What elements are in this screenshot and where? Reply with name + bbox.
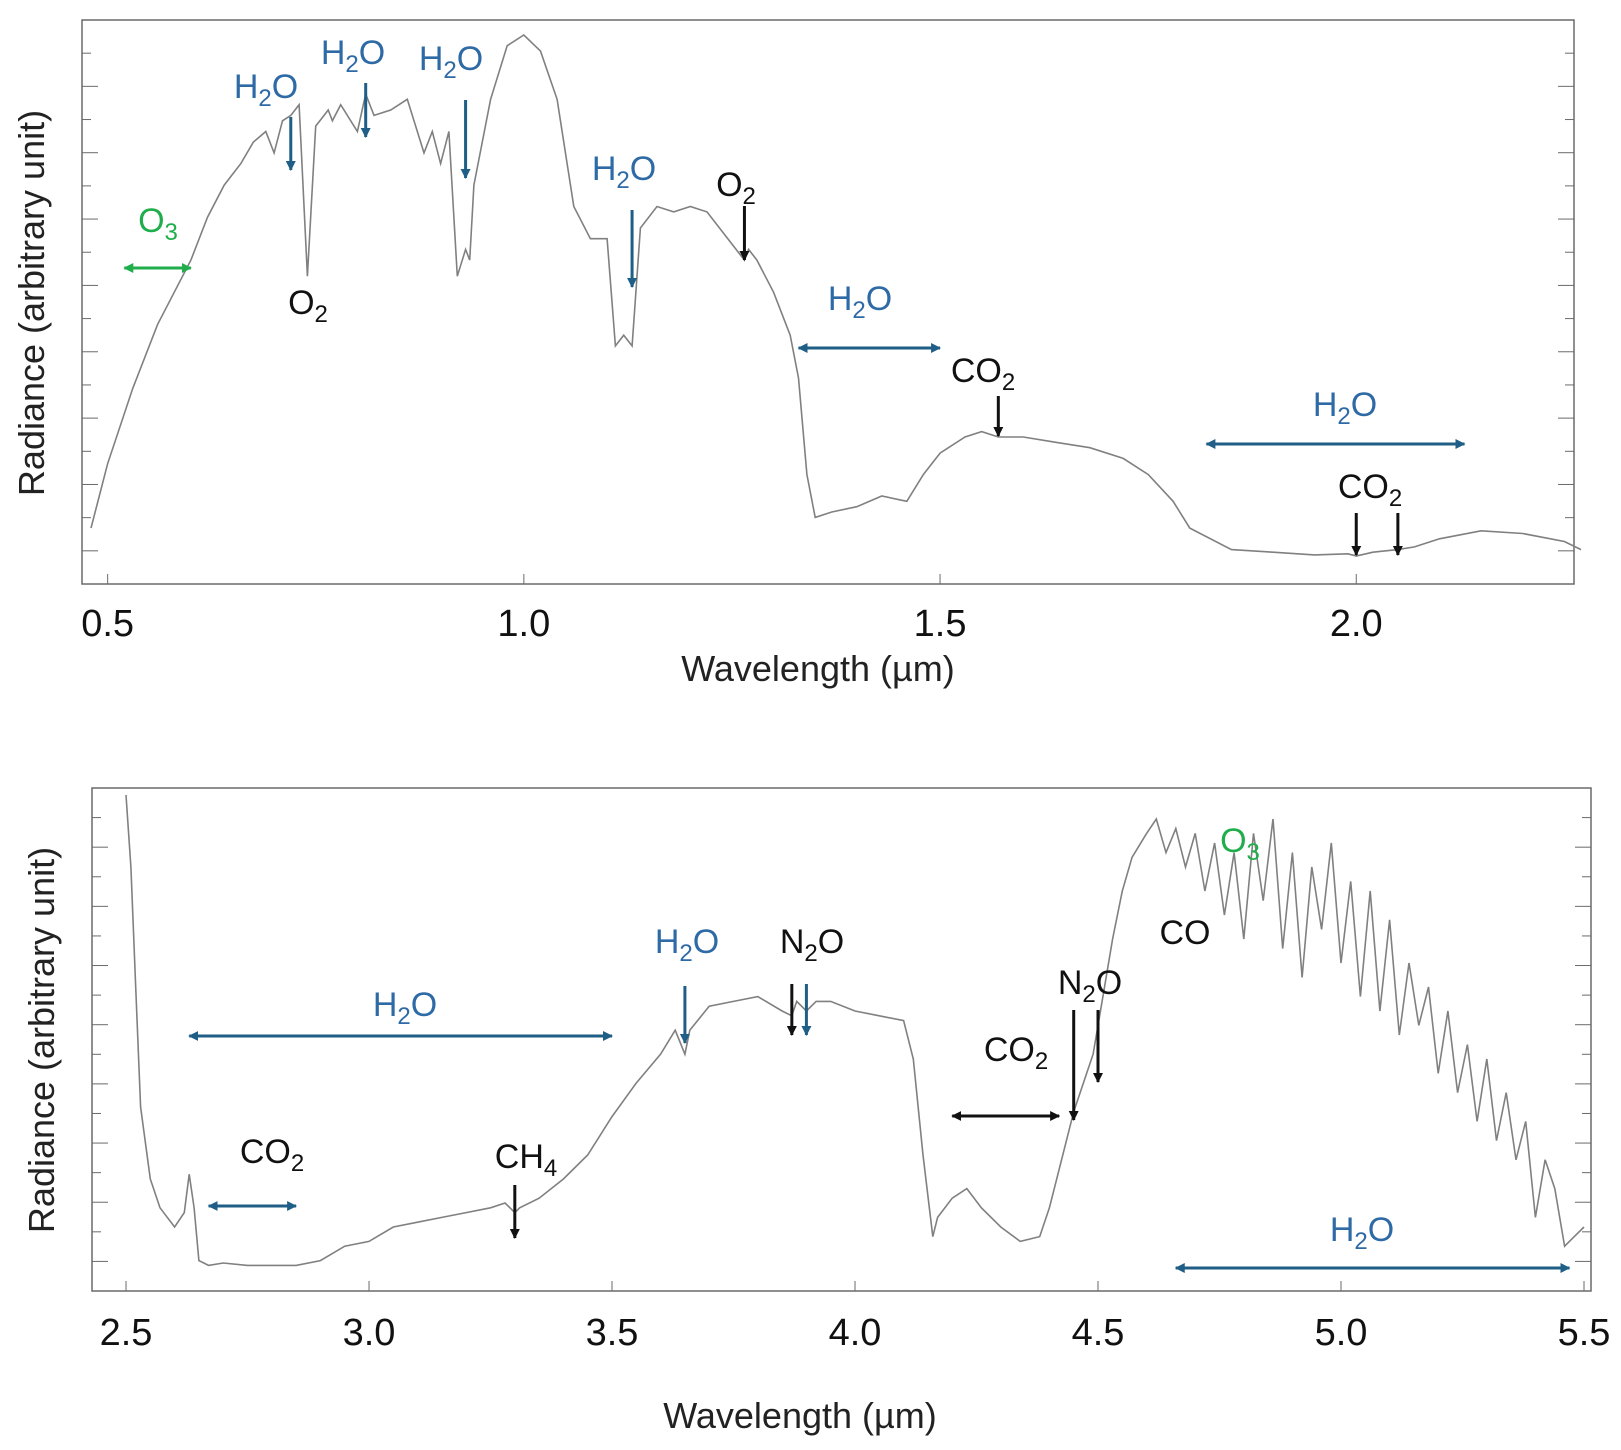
annotation-label: O2 — [288, 284, 328, 328]
bottom-plot-frame — [91, 787, 1592, 1292]
x-tick-label: 2.0 — [1330, 603, 1383, 645]
annotation-label: H2O — [1313, 386, 1377, 430]
annotation-label: H2O — [592, 150, 656, 194]
top-annotations: H2O H2O H2O H2O O2 O2 O3 H2O CO2 H2O CO2 — [123, 34, 1466, 556]
annotation-label: H2O — [1330, 1211, 1394, 1255]
annotation-label: CO2 — [951, 352, 1015, 396]
top-plot-frame — [81, 19, 1575, 585]
annotation-label: CO2 — [984, 1031, 1048, 1075]
x-tick-label: 4.0 — [829, 1312, 882, 1354]
x-tick-label: 5.0 — [1315, 1312, 1368, 1354]
bottom-x-tick-labels: 2.5 3.0 3.5 4.0 4.5 5.0 5.5 — [100, 1312, 1611, 1354]
bottom-panel: 2.5 3.0 3.5 4.0 4.5 5.0 5.5 Wavelength (µm) Ra… — [21, 787, 1611, 1436]
top-minor-ticks — [82, 52, 1574, 584]
x-tick-label: 2.5 — [100, 1312, 153, 1354]
annotation-label: N2O — [780, 923, 844, 967]
annotation-label: CO — [1160, 914, 1211, 952]
top-panel: 0.5 1.0 1.5 2.0 Wavelength (µm) Radiance (a… — [11, 19, 1582, 689]
annotation-label: H2O — [828, 280, 892, 324]
annotation-label: N2O — [1058, 964, 1122, 1008]
x-tick-label: 3.5 — [586, 1312, 639, 1354]
x-tick-label: 3.0 — [343, 1312, 396, 1354]
top-spectrum-line — [90, 33, 1582, 557]
annotation-label: CO2 — [1338, 468, 1402, 512]
annotation-label: O2 — [716, 166, 756, 210]
bottom-y-axis-title: Radiance (arbitrary unit) — [21, 847, 62, 1233]
annotation-label: CO2 — [240, 1133, 304, 1177]
x-tick-label: 1.0 — [497, 603, 550, 645]
annotation-label: H2O — [419, 40, 483, 84]
annotation-label: O3 — [138, 202, 178, 246]
top-x-axis-title: Wavelength (µm) — [681, 648, 954, 689]
top-x-tick-labels: 0.5 1.0 1.5 2.0 — [81, 603, 1382, 645]
annotation-label: O3 — [1220, 822, 1260, 866]
x-tick-label: 4.5 — [1072, 1312, 1125, 1354]
bottom-minor-ticks — [92, 817, 1591, 1291]
bottom-spectrum-line — [125, 794, 1585, 1267]
annotation-label: H2O — [373, 986, 437, 1030]
bottom-x-axis-title: Wavelength (µm) — [663, 1395, 936, 1436]
x-tick-label: 5.5 — [1558, 1312, 1611, 1354]
top-y-axis-title: Radiance (arbitrary unit) — [11, 110, 52, 496]
x-tick-label: 0.5 — [81, 603, 134, 645]
x-tick-label: 1.5 — [914, 603, 967, 645]
annotation-label: H2O — [234, 68, 298, 112]
annotation-label: H2O — [321, 34, 385, 78]
annotation-label: CH4 — [495, 1138, 557, 1182]
annotation-label: H2O — [655, 923, 719, 967]
